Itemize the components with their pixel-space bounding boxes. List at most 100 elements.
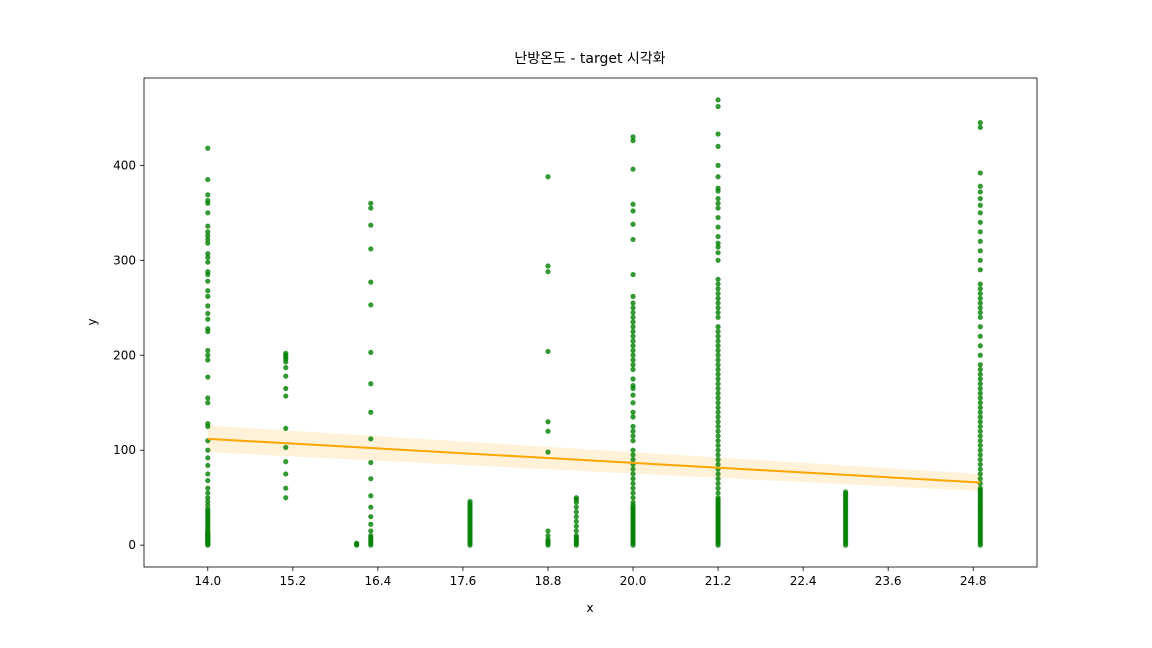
data-point [368,504,374,510]
data-point [205,490,211,496]
data-point [977,419,983,425]
data-point [205,506,211,512]
y-tick-label: 400 [113,158,136,172]
data-point [630,457,636,463]
data-point [545,449,551,455]
x-axis-label: x [586,601,593,615]
data-point [630,166,636,172]
data-point [977,362,983,368]
data-point [977,238,983,244]
data-point [283,385,289,392]
data-point [467,498,473,505]
data-point [630,328,636,335]
data-point [205,229,211,235]
data-point [630,208,636,214]
data-point [630,366,636,373]
data-point [715,333,721,339]
y-tick-label: 200 [113,348,136,362]
data-point [630,476,636,482]
data-point [630,433,636,439]
data-point [368,302,374,308]
data-point [715,471,721,477]
data-point [545,174,551,180]
data-point [715,343,721,349]
data-point [715,461,721,468]
data-point [545,269,551,275]
y-tick-label: 300 [113,253,136,267]
data-point [715,224,721,230]
data-point [715,162,721,168]
data-point [545,528,551,534]
data-point [630,305,636,311]
data-point [715,97,721,103]
data-point [715,286,721,292]
data-point [977,395,983,401]
data-point [573,523,579,529]
data-point [630,319,636,325]
data-point [368,533,374,539]
data-point [977,457,983,463]
data-point [977,333,983,339]
data-point [630,362,636,368]
data-point [715,447,721,453]
data-point [630,466,636,472]
data-point [715,257,721,263]
data-point [715,276,721,282]
data-point [715,400,721,406]
data-point [368,246,374,252]
data-point [205,310,211,317]
data-point [283,425,289,431]
data-point [205,259,211,265]
data-point [977,442,983,449]
data-point [715,457,721,463]
data-point [977,452,983,458]
data-point [205,303,211,309]
data-point [715,362,721,368]
data-point [715,395,721,401]
data-point [977,286,983,292]
data-point [630,485,636,491]
data-point [630,293,636,299]
data-point [715,131,721,137]
data-point [205,288,211,294]
data-point [630,471,636,477]
data-point [977,414,983,420]
data-point [630,452,636,458]
data-point [715,305,721,311]
data-point [630,309,636,316]
x-tick-label: 24.8 [960,574,987,588]
data-point [977,305,983,311]
x-tick-label: 20.0 [620,574,647,588]
data-point [205,400,211,406]
data-point [977,343,983,349]
x-tick-label: 15.2 [279,574,306,588]
data-point [573,495,579,501]
data-point [573,528,579,534]
data-point [368,409,374,415]
x-tick-label: 14.0 [194,574,221,588]
data-point [977,195,983,202]
data-point [977,447,983,453]
data-point [368,521,374,527]
data-point [715,185,721,191]
data-point [205,236,211,243]
data-point [283,365,289,371]
data-point [205,254,211,261]
data-point [368,222,374,228]
data-point [715,352,721,358]
data-point [715,250,721,256]
data-point [977,409,983,415]
data-point [354,540,360,546]
data-point [283,485,289,491]
data-point [573,518,579,525]
data-point [368,493,374,499]
data-point [283,373,289,379]
data-point [368,528,374,534]
data-point [573,514,579,520]
data-point [715,485,721,491]
data-point [715,295,721,301]
data-point [977,371,983,377]
data-point [630,499,636,506]
data-point [630,314,636,320]
data-point [715,452,721,458]
